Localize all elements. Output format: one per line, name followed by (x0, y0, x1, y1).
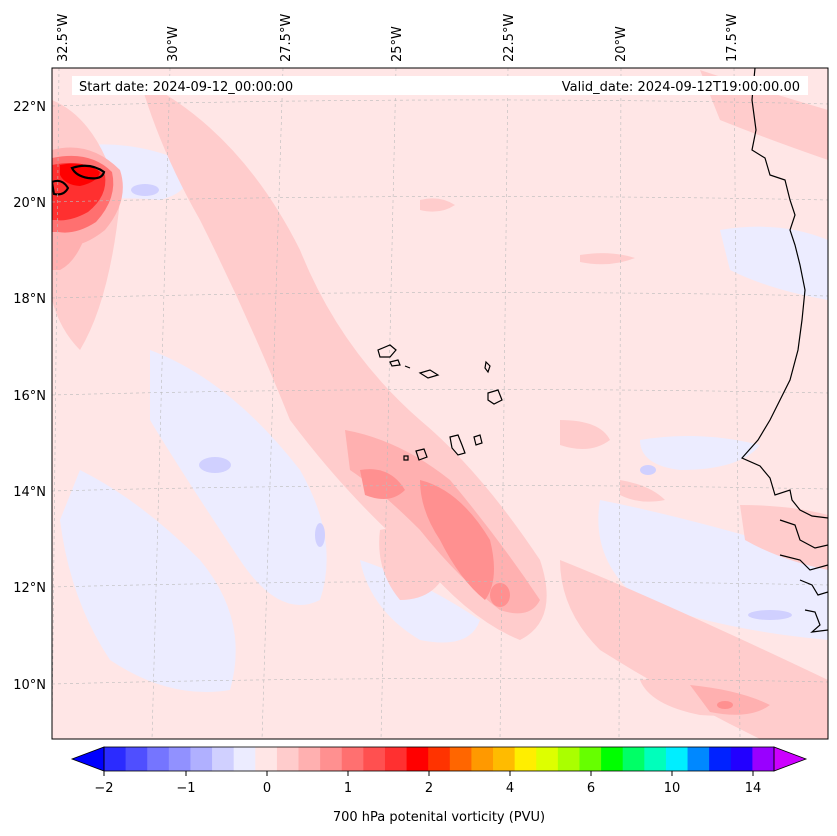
colorbar-cell (449, 747, 472, 771)
colorbar-tick-label: 1 (344, 781, 352, 796)
colorbar-cell (104, 747, 127, 771)
colorbar-cells (104, 747, 775, 771)
lon-label: 32.5°W (56, 14, 71, 62)
colorbar-tick-label: 6 (587, 781, 595, 796)
lat-label: 12°N (13, 581, 46, 596)
colorbar-tick-label: 2 (425, 781, 433, 796)
colorbar-cell (428, 747, 451, 771)
lon-label: 30°W (166, 26, 181, 62)
colorbar-tick-label: −1 (176, 781, 195, 796)
positive-pv-max (360, 469, 733, 709)
colorbar-cell (557, 747, 580, 771)
colorbar-cell (384, 747, 408, 771)
valid-date-label: Valid_date: 2024-09-12T19:00:00.00 (562, 80, 800, 95)
colorbar-cell (709, 747, 732, 771)
colorbar-cell (276, 747, 300, 771)
graticule (52, 68, 828, 739)
colorbar-tick-labels: −2 −1 0 1 2 4 6 10 14 (94, 781, 761, 796)
map-frame (51, 67, 829, 740)
colorbar-cell (622, 747, 645, 771)
lat-label: 22°N (13, 100, 46, 115)
colorbar-cell (168, 747, 191, 771)
colorbar-cell (255, 747, 278, 771)
colorbar-cell (514, 747, 537, 771)
start-date-label: Start date: 2024-09-12_00:00:00 (79, 80, 293, 95)
cape-verde-islands (377, 344, 503, 461)
lon-label: 25°W (390, 26, 405, 62)
colorbar-tick-label: −2 (94, 781, 113, 796)
colorbar: −2 −1 0 1 2 4 6 10 14 700 hPa potenital … (70, 746, 808, 825)
colorbar-cell (493, 747, 516, 771)
colorbar-cell (601, 747, 624, 771)
lon-label: 20°W (614, 26, 629, 62)
lat-label: 20°N (13, 196, 46, 211)
colorbar-max-extension (773, 746, 808, 772)
lat-label: 10°N (13, 678, 46, 693)
colorbar-cell (665, 747, 689, 771)
colorbar-tick-label: 0 (263, 781, 271, 796)
lon-label: 27.5°W (279, 14, 294, 62)
colorbar-cell (147, 747, 170, 771)
colorbar-ticks (103, 771, 754, 776)
colorbar-cell (730, 747, 753, 771)
pv-field (52, 68, 828, 739)
colorbar-cell (579, 747, 602, 771)
lat-label: 14°N (13, 485, 46, 500)
lat-label: 16°N (13, 389, 46, 404)
colorbar-cell (687, 747, 710, 771)
colorbar-cell (536, 747, 559, 771)
lon-label: 22.5°W (502, 14, 517, 62)
longitude-labels: 32.5°W 30°W 27.5°W 25°W 22.5°W 20°W 17.5… (56, 14, 740, 62)
colorbar-cell (752, 747, 775, 771)
colorbar-cell (212, 747, 235, 771)
colorbar-cell (644, 747, 667, 771)
date-banner (72, 76, 808, 95)
colorbar-tick-label: 14 (745, 781, 762, 796)
colorbar-min-extension (70, 746, 105, 772)
colorbar-cell (363, 747, 386, 771)
colorbar-cell (406, 747, 429, 771)
colorbar-cell (233, 747, 256, 771)
colorbar-frame (103, 746, 775, 772)
colorbar-cell (341, 747, 364, 771)
lat-label: 18°N (13, 292, 46, 307)
coastline (741, 68, 828, 633)
map-panel: Start date: 2024-09-12_00:00:00 Valid_da… (51, 67, 829, 740)
colorbar-cell (190, 747, 213, 771)
colorbar-tick-label: 4 (506, 781, 514, 796)
lon-label: 17.5°W (725, 14, 740, 62)
colorbar-label: 700 hPa potenital vorticity (PVU) (333, 810, 545, 825)
colorbar-cell (471, 747, 494, 771)
colorbar-cell (125, 747, 148, 771)
colorbar-cell (320, 747, 343, 771)
colorbar-tick-label: 10 (664, 781, 681, 796)
pv-vortex (52, 147, 123, 246)
latitude-labels: 22°N 20°N 18°N 16°N 14°N 12°N 10°N (13, 100, 46, 693)
colorbar-cell (298, 747, 321, 771)
